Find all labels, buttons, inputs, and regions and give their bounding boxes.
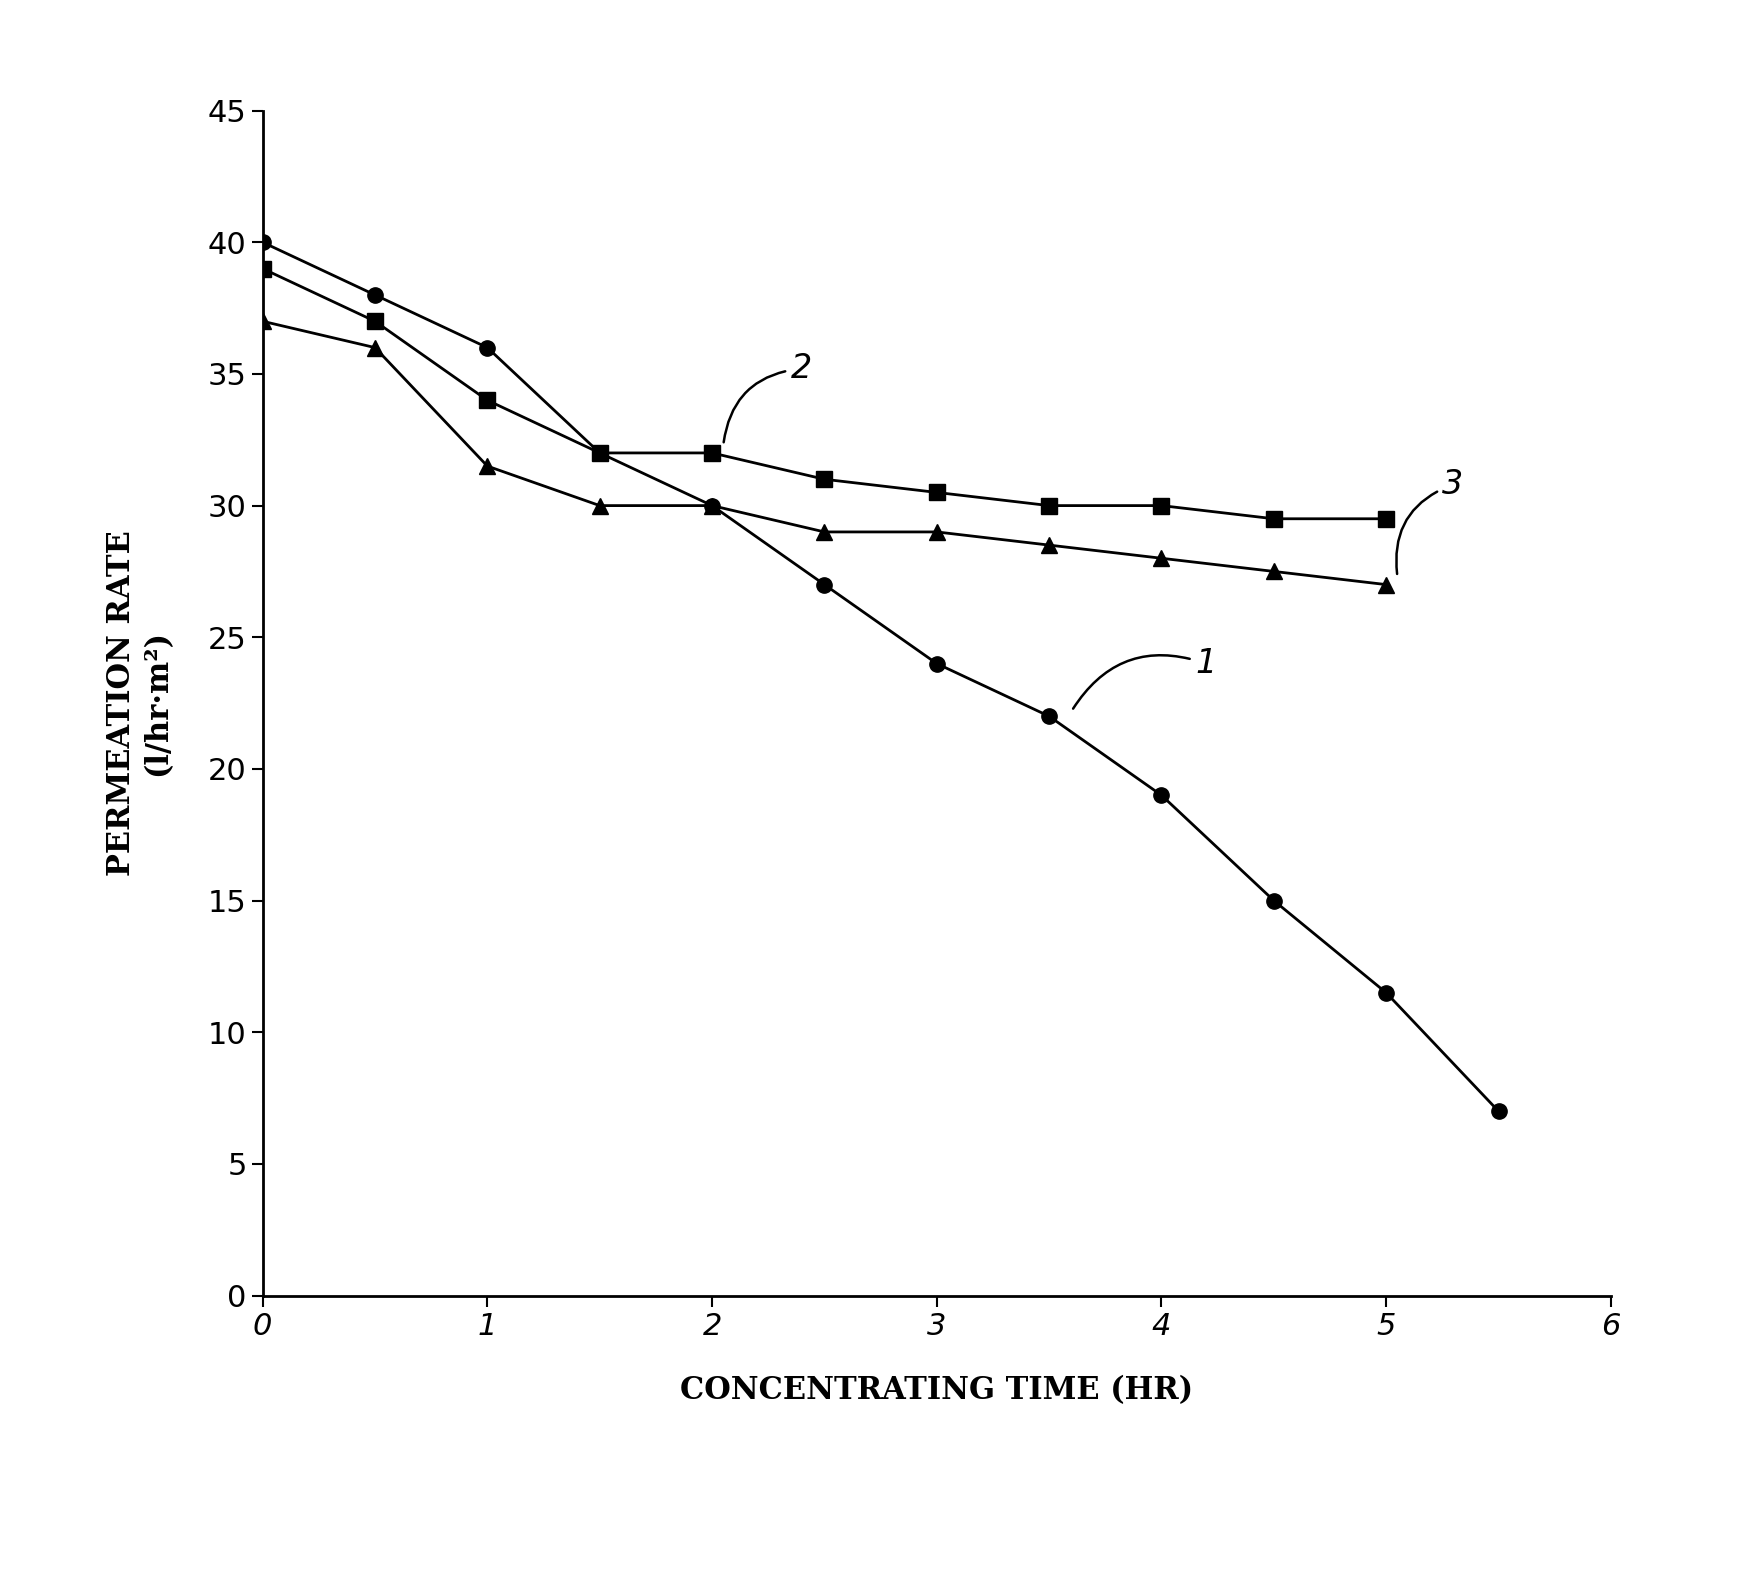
Text: 2: 2 — [723, 352, 812, 442]
Text: 3: 3 — [1396, 468, 1464, 574]
Y-axis label: PERMEATION RATE
(l/hr·m²): PERMEATION RATE (l/hr·m²) — [107, 531, 173, 875]
Text: 1: 1 — [1073, 648, 1217, 709]
X-axis label: CONCENTRATING TIME (HR): CONCENTRATING TIME (HR) — [679, 1375, 1194, 1406]
